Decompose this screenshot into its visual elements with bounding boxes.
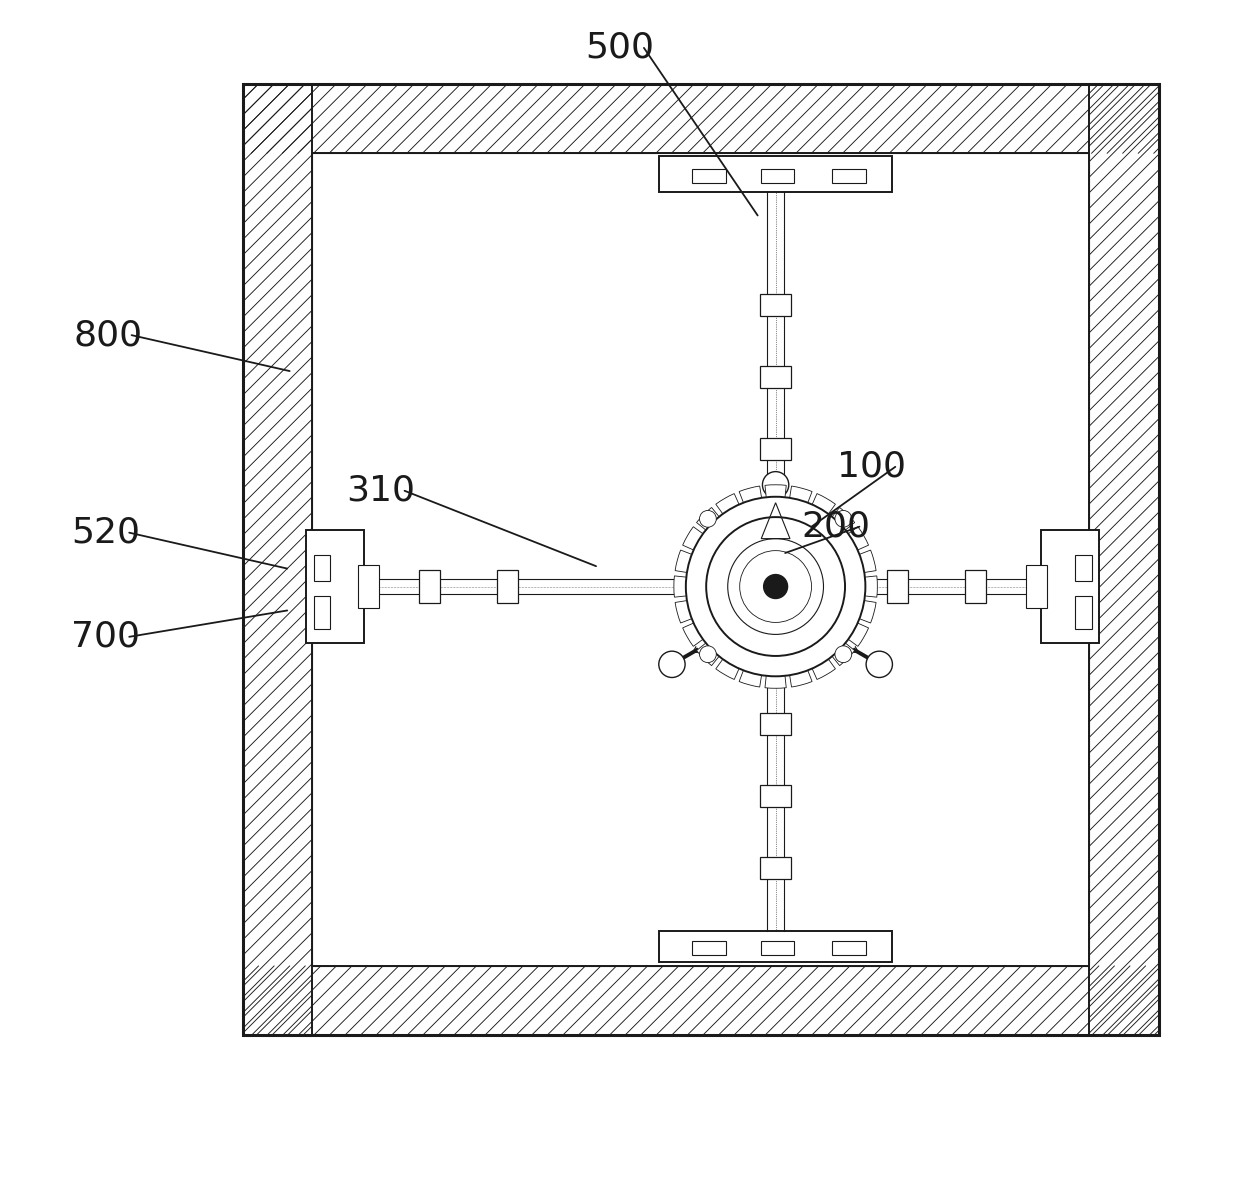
- Bar: [887, 570, 909, 603]
- Bar: [658, 156, 893, 192]
- Bar: [965, 570, 986, 603]
- Bar: [1042, 529, 1099, 644]
- Bar: [497, 570, 518, 603]
- Bar: [832, 169, 866, 183]
- Bar: [314, 554, 330, 581]
- Wedge shape: [739, 486, 763, 508]
- Bar: [243, 84, 312, 1035]
- Wedge shape: [830, 508, 854, 533]
- Wedge shape: [854, 600, 877, 622]
- Wedge shape: [789, 666, 812, 687]
- Wedge shape: [675, 551, 697, 573]
- Wedge shape: [683, 527, 707, 552]
- Wedge shape: [844, 621, 868, 646]
- Bar: [358, 565, 379, 608]
- Bar: [1025, 565, 1048, 608]
- Bar: [314, 595, 330, 630]
- Text: 200: 200: [801, 510, 870, 543]
- Circle shape: [740, 551, 811, 622]
- Text: 520: 520: [71, 516, 140, 549]
- Bar: [760, 857, 791, 879]
- Bar: [760, 785, 791, 807]
- Bar: [760, 169, 794, 183]
- Wedge shape: [861, 576, 878, 597]
- Wedge shape: [830, 640, 854, 666]
- Circle shape: [658, 651, 686, 678]
- Text: 100: 100: [837, 450, 906, 484]
- Wedge shape: [683, 621, 707, 646]
- Bar: [760, 294, 791, 316]
- Circle shape: [676, 487, 875, 686]
- Wedge shape: [765, 485, 786, 502]
- Bar: [692, 941, 725, 955]
- Bar: [306, 529, 363, 644]
- Circle shape: [835, 510, 852, 527]
- Bar: [243, 84, 1158, 1035]
- Bar: [760, 941, 794, 955]
- Circle shape: [707, 517, 844, 656]
- Bar: [1075, 554, 1091, 581]
- Circle shape: [764, 575, 787, 598]
- Wedge shape: [739, 666, 763, 687]
- Bar: [243, 966, 1158, 1035]
- Circle shape: [728, 539, 823, 634]
- Wedge shape: [675, 600, 697, 622]
- Wedge shape: [715, 655, 742, 680]
- Circle shape: [699, 646, 717, 663]
- Circle shape: [763, 472, 789, 498]
- Circle shape: [866, 651, 893, 678]
- Circle shape: [686, 497, 866, 676]
- Bar: [760, 438, 791, 460]
- Text: 800: 800: [73, 318, 143, 352]
- Wedge shape: [673, 576, 691, 597]
- Wedge shape: [697, 640, 722, 666]
- Text: 700: 700: [71, 620, 140, 654]
- Wedge shape: [844, 527, 868, 552]
- Bar: [243, 84, 1158, 153]
- Bar: [1075, 595, 1091, 630]
- Wedge shape: [854, 551, 877, 573]
- Bar: [832, 941, 866, 955]
- Wedge shape: [810, 655, 836, 680]
- Bar: [760, 366, 791, 388]
- Bar: [1089, 84, 1158, 1035]
- Bar: [760, 713, 791, 735]
- Circle shape: [699, 510, 717, 527]
- Bar: [312, 153, 1089, 966]
- Text: 500: 500: [585, 31, 655, 65]
- Bar: [419, 570, 440, 603]
- Bar: [312, 153, 1089, 966]
- Wedge shape: [765, 672, 786, 688]
- Wedge shape: [810, 493, 836, 518]
- Bar: [658, 931, 893, 962]
- Bar: [692, 169, 725, 183]
- Wedge shape: [697, 508, 722, 533]
- Wedge shape: [715, 493, 742, 518]
- Text: 310: 310: [346, 474, 415, 508]
- Circle shape: [835, 646, 852, 663]
- Wedge shape: [789, 486, 812, 508]
